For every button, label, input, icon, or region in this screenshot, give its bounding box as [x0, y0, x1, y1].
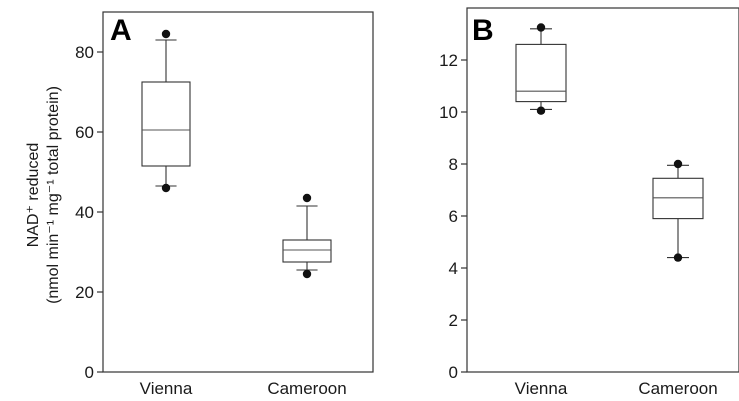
iqr-box	[282, 239, 332, 263]
outlier-point	[302, 193, 312, 203]
y-tick-label: 10	[439, 103, 458, 122]
y-tick-label: 0	[85, 363, 94, 382]
box-cameroon	[282, 193, 332, 279]
x-tick-label: Vienna	[515, 379, 568, 398]
panel-a: A 0 20 40 60 80 Vienna Cameroon	[75, 11, 374, 398]
box-cameroon	[652, 159, 704, 262]
outlier-point	[161, 29, 171, 39]
y-tick-label: 0	[449, 363, 458, 382]
y-axis-label-line2: (nmol min⁻¹ mg⁻¹ total protein)	[45, 86, 62, 304]
outlier-point	[302, 269, 312, 279]
iqr-box	[652, 177, 704, 220]
outlier-point	[673, 253, 683, 262]
panel-b: B 0 2 4 6 8 10 12 Vienna Cameroon	[439, 7, 739, 398]
y-tick-label: 8	[449, 155, 458, 174]
y-tick-label: 12	[439, 51, 458, 70]
y-tick-label: 4	[449, 259, 458, 278]
panel-letter: B	[472, 14, 494, 47]
y-axis-label-line1: NAD⁺ reduced	[25, 143, 42, 248]
x-tick-label: Cameroon	[267, 379, 346, 398]
plot-frame	[466, 7, 739, 373]
outlier-point	[673, 159, 683, 169]
x-tick-label: Cameroon	[638, 379, 717, 398]
box-vienna	[141, 29, 191, 193]
y-tick-label: 20	[75, 283, 94, 302]
panel-letter: A	[110, 14, 132, 47]
y-tick-label: 40	[75, 203, 94, 222]
plot-frame	[102, 11, 374, 373]
iqr-box	[141, 81, 191, 167]
y-tick-label: 2	[449, 311, 458, 330]
x-tick-label: Vienna	[140, 379, 193, 398]
box-vienna	[515, 23, 567, 115]
iqr-box	[515, 43, 567, 103]
y-tick-label: 80	[75, 43, 94, 62]
outlier-point	[536, 106, 546, 115]
y-tick-label: 60	[75, 123, 94, 142]
y-tick-label: 6	[449, 207, 458, 226]
outlier-point	[161, 183, 171, 193]
outlier-point	[536, 23, 546, 32]
